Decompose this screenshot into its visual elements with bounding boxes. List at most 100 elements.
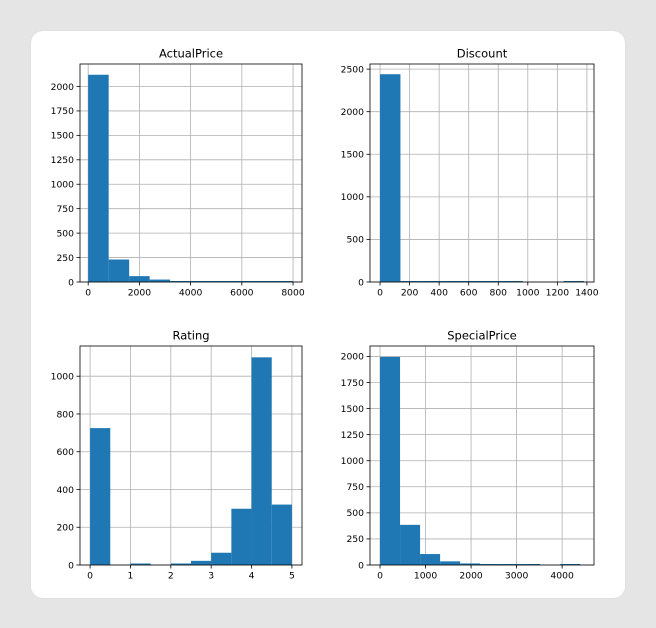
histogram-bar (191, 560, 212, 565)
x-tick-label: 6000 (230, 288, 254, 299)
histogram-bar (520, 564, 541, 565)
histogram-bar (420, 281, 442, 282)
subplot-rating: 0 1 2 3 4 5 0 200 400 600 800 1000 Rating (51, 329, 303, 582)
histogram-bar (400, 524, 421, 565)
y-tick-label: 1250 (341, 430, 365, 441)
x-tick-label: 8000 (281, 288, 305, 299)
y-tick-label: 1500 (341, 150, 365, 161)
y-tick-label: 1000 (341, 192, 365, 203)
y-tick-label: 750 (56, 204, 74, 215)
histogram-bar (190, 281, 212, 282)
histogram-bar (170, 281, 191, 282)
y-tick-label: 0 (68, 560, 74, 571)
histogram-bar (231, 508, 252, 565)
histogram-bar (149, 279, 171, 282)
x-tick-label: 800 (489, 288, 507, 299)
chart-title: Discount (457, 47, 508, 61)
x-tick-label: 200 (401, 288, 419, 299)
subplot-discount: 0 200 400 600 800 1000 1200 1400 0 500 1000 1500 200… (341, 47, 599, 299)
y-tick-label: 0 (68, 277, 74, 288)
x-tick-label: 1200 (546, 288, 570, 299)
y-tick-label: 1750 (341, 378, 365, 389)
histogram-bar (480, 564, 501, 565)
y-tick-label: 1000 (51, 180, 75, 191)
x-tick-label: 2000 (459, 571, 483, 582)
histogram-bar (211, 552, 232, 565)
histogram-bar (130, 563, 151, 565)
subplot-specialprice: 0 1000 2000 3000 4000 0 250 500 750 1000 1250 1500 1… (341, 329, 595, 582)
y-tick-label: 800 (56, 409, 74, 420)
histogram-bar (500, 564, 521, 565)
y-tick-label: 2000 (51, 82, 75, 93)
y-tick-label: 250 (346, 534, 364, 545)
histogram-bar (420, 554, 441, 565)
y-tick-label: 200 (56, 523, 74, 534)
histogram-bar (170, 563, 191, 565)
histogram-bar (129, 276, 150, 282)
histogram-bar (441, 281, 462, 282)
chart-title: ActualPrice (159, 47, 223, 61)
histogram-bar (563, 281, 584, 282)
y-tick-label: 500 (56, 228, 74, 239)
x-tick-label: 1400 (575, 288, 599, 299)
y-tick-label: 1000 (341, 456, 365, 467)
y-tick-label: 1250 (51, 155, 75, 166)
x-tick-label: 3 (208, 571, 214, 582)
chart-title: Rating (172, 329, 209, 343)
axes-frame (369, 345, 595, 566)
histogram-bar (502, 281, 523, 282)
x-tick-label: 600 (460, 288, 478, 299)
x-tick-label: 1000 (516, 288, 540, 299)
x-tick-label: 400 (430, 288, 448, 299)
histogram-bar (251, 357, 272, 565)
histogram-bar (211, 281, 232, 282)
x-tick-label: 0 (87, 571, 93, 582)
histogram-bar (90, 428, 111, 565)
histogram-bar (460, 563, 481, 565)
y-tick-label: 1500 (341, 404, 365, 415)
y-tick-label: 750 (346, 482, 364, 493)
subplot-actualprice: 0 2000 4000 6000 8000 0 250 500 750 1000 1250 1500 1… (51, 47, 305, 299)
axes-frame (79, 345, 303, 566)
histogram-bar (88, 74, 109, 283)
x-tick-label: 5 (289, 571, 295, 582)
histogram-bar (560, 564, 581, 565)
histogram-bar (440, 561, 461, 565)
y-tick-label: 400 (56, 485, 74, 496)
x-tick-label: 0 (377, 571, 383, 582)
y-tick-label: 250 (56, 253, 74, 264)
histogram-bar (231, 281, 253, 282)
y-tick-label: 0 (358, 560, 364, 571)
histogram-bar (252, 281, 273, 282)
y-tick-label: 0 (358, 277, 364, 288)
y-tick-label: 1500 (51, 131, 75, 142)
histogram-bar (108, 259, 130, 282)
histogram-bar (400, 281, 421, 282)
y-tick-label: 1000 (51, 372, 75, 383)
chart-title: SpecialPrice (447, 329, 517, 343)
x-tick-label: 4000 (550, 571, 574, 582)
histogram-bar (482, 281, 503, 282)
x-tick-label: 2 (168, 571, 174, 582)
axes-frame (369, 63, 595, 283)
x-tick-label: 2000 (128, 288, 152, 299)
x-tick-label: 4000 (179, 288, 203, 299)
y-tick-label: 500 (346, 508, 364, 519)
x-tick-label: 1 (128, 571, 134, 582)
y-tick-label: 2000 (341, 352, 365, 363)
y-tick-label: 500 (346, 235, 364, 246)
histogram-bar (380, 74, 401, 282)
y-tick-label: 600 (56, 447, 74, 458)
x-tick-label: 1000 (414, 571, 438, 582)
histogram-bar (272, 281, 294, 282)
y-tick-label: 1750 (51, 106, 75, 117)
histogram-bar (461, 281, 482, 282)
figure-card (31, 31, 625, 598)
y-tick-label: 2500 (341, 64, 365, 75)
histogram-bar (380, 356, 401, 565)
x-tick-label: 3000 (505, 571, 529, 582)
histogram-bar (271, 504, 292, 565)
x-tick-label: 4 (249, 571, 255, 582)
x-tick-label: 0 (85, 288, 91, 299)
